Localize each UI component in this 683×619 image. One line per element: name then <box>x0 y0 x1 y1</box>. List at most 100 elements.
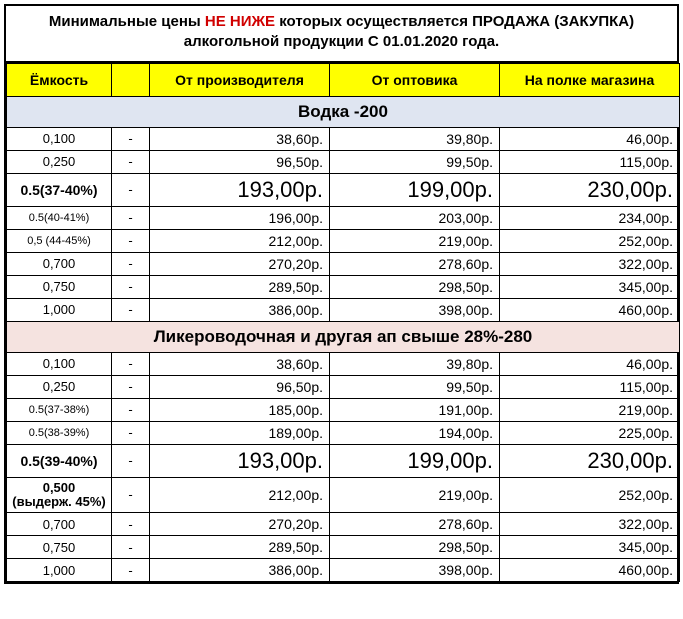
shelf-cell: 460,00р. <box>500 559 680 582</box>
producer-cell: 212,00р. <box>150 477 330 513</box>
capacity-cell: 0.5(38-39%) <box>7 421 112 444</box>
producer-cell: 96,50р. <box>150 150 330 173</box>
shelf-cell: 219,00р. <box>500 398 680 421</box>
capacity-cell: 0,500(выдерж. 45%) <box>7 477 112 513</box>
price-row: 0,100-38,60р.39,80р.46,00р. <box>7 352 680 375</box>
section-header: Водка -200 <box>7 96 680 127</box>
capacity-cell: 0,750 <box>7 275 112 298</box>
wholesaler-cell: 39,80р. <box>330 352 500 375</box>
shelf-cell: 460,00р. <box>500 298 680 321</box>
shelf-cell: 46,00р. <box>500 352 680 375</box>
producer-cell: 185,00р. <box>150 398 330 421</box>
spacer-cell: - <box>112 477 150 513</box>
price-row: 0,500(выдерж. 45%)-212,00р.219,00р.252,0… <box>7 477 680 513</box>
price-row: 0,700-270,20р.278,60р.322,00р. <box>7 252 680 275</box>
spacer-cell: - <box>112 513 150 536</box>
wholesaler-cell: 194,00р. <box>330 421 500 444</box>
capacity-cell: 0,750 <box>7 536 112 559</box>
producer-cell: 386,00р. <box>150 298 330 321</box>
capacity-cell: 0.5(37-40%) <box>7 173 112 206</box>
price-row: 0,250-96,50р.99,50р.115,00р. <box>7 150 680 173</box>
producer-cell: 38,60р. <box>150 352 330 375</box>
producer-cell: 270,20р. <box>150 252 330 275</box>
price-row: 0.5(37-40%)-193,00р.199,00р.230,00р. <box>7 173 680 206</box>
producer-cell: 189,00р. <box>150 421 330 444</box>
spacer-cell: - <box>112 444 150 477</box>
producer-cell: 270,20р. <box>150 513 330 536</box>
shelf-cell: 230,00р. <box>500 444 680 477</box>
price-table-container: Минимальные цены НЕ НИЖЕ которых осущест… <box>4 4 679 584</box>
shelf-cell: 252,00р. <box>500 229 680 252</box>
section-label: Водка -200 <box>7 96 680 127</box>
producer-cell: 193,00р. <box>150 173 330 206</box>
shelf-cell: 115,00р. <box>500 150 680 173</box>
capacity-cell: 0.5(40-41%) <box>7 206 112 229</box>
price-row: 1,000-386,00р.398,00р.460,00р. <box>7 559 680 582</box>
spacer-cell: - <box>112 252 150 275</box>
col-capacity: Ёмкость <box>7 63 112 96</box>
spacer-cell: - <box>112 127 150 150</box>
price-table: Ёмкость От производителя От оптовика На … <box>6 63 680 583</box>
wholesaler-cell: 199,00р. <box>330 173 500 206</box>
section-label: Ликероводочная и другая ап свыше 28%-280 <box>7 321 680 352</box>
capacity-cell: 0.5(37-38%) <box>7 398 112 421</box>
col-spacer <box>112 63 150 96</box>
spacer-cell: - <box>112 421 150 444</box>
price-row: 0.5(38-39%)-189,00р.194,00р.225,00р. <box>7 421 680 444</box>
wholesaler-cell: 219,00р. <box>330 229 500 252</box>
shelf-cell: 234,00р. <box>500 206 680 229</box>
capacity-cell: 0,5 (44-45%) <box>7 229 112 252</box>
price-row: 0.5(39-40%)-193,00р.199,00р.230,00р. <box>7 444 680 477</box>
spacer-cell: - <box>112 206 150 229</box>
wholesaler-cell: 298,50р. <box>330 275 500 298</box>
capacity-cell: 0,250 <box>7 150 112 173</box>
producer-cell: 386,00р. <box>150 559 330 582</box>
wholesaler-cell: 398,00р. <box>330 559 500 582</box>
shelf-cell: 322,00р. <box>500 513 680 536</box>
price-row: 0,250-96,50р.99,50р.115,00р. <box>7 375 680 398</box>
producer-cell: 96,50р. <box>150 375 330 398</box>
price-row: 0,100-38,60р.39,80р.46,00р. <box>7 127 680 150</box>
shelf-cell: 46,00р. <box>500 127 680 150</box>
price-row: 1,000-386,00р.398,00р.460,00р. <box>7 298 680 321</box>
capacity-cell: 1,000 <box>7 298 112 321</box>
capacity-cell: 0,700 <box>7 513 112 536</box>
col-wholesaler: От оптовика <box>330 63 500 96</box>
spacer-cell: - <box>112 150 150 173</box>
shelf-cell: 345,00р. <box>500 275 680 298</box>
capacity-cell: 0,250 <box>7 375 112 398</box>
price-row: 0,700-270,20р.278,60р.322,00р. <box>7 513 680 536</box>
price-row: 0,5 (44-45%)-212,00р.219,00р.252,00р. <box>7 229 680 252</box>
shelf-cell: 252,00р. <box>500 477 680 513</box>
wholesaler-cell: 99,50р. <box>330 150 500 173</box>
shelf-cell: 345,00р. <box>500 536 680 559</box>
producer-cell: 193,00р. <box>150 444 330 477</box>
capacity-cell: 0.5(39-40%) <box>7 444 112 477</box>
wholesaler-cell: 398,00р. <box>330 298 500 321</box>
wholesaler-cell: 298,50р. <box>330 536 500 559</box>
spacer-cell: - <box>112 559 150 582</box>
section-header: Ликероводочная и другая ап свыше 28%-280 <box>7 321 680 352</box>
col-shelf: На полке магазина <box>500 63 680 96</box>
spacer-cell: - <box>112 536 150 559</box>
capacity-cell: 0,100 <box>7 127 112 150</box>
shelf-cell: 225,00р. <box>500 421 680 444</box>
title-emph: НЕ НИЖЕ <box>205 13 275 30</box>
wholesaler-cell: 199,00р. <box>330 444 500 477</box>
producer-cell: 196,00р. <box>150 206 330 229</box>
price-row: 0,750-289,50р.298,50р.345,00р. <box>7 275 680 298</box>
price-row: 0,750-289,50р.298,50р.345,00р. <box>7 536 680 559</box>
col-producer: От производителя <box>150 63 330 96</box>
capacity-cell: 1,000 <box>7 559 112 582</box>
wholesaler-cell: 278,60р. <box>330 252 500 275</box>
spacer-cell: - <box>112 352 150 375</box>
shelf-cell: 230,00р. <box>500 173 680 206</box>
title: Минимальные цены НЕ НИЖЕ которых осущест… <box>6 6 677 63</box>
wholesaler-cell: 203,00р. <box>330 206 500 229</box>
producer-cell: 38,60р. <box>150 127 330 150</box>
spacer-cell: - <box>112 375 150 398</box>
header-row: Ёмкость От производителя От оптовика На … <box>7 63 680 96</box>
shelf-cell: 115,00р. <box>500 375 680 398</box>
spacer-cell: - <box>112 298 150 321</box>
capacity-cell: 0,100 <box>7 352 112 375</box>
